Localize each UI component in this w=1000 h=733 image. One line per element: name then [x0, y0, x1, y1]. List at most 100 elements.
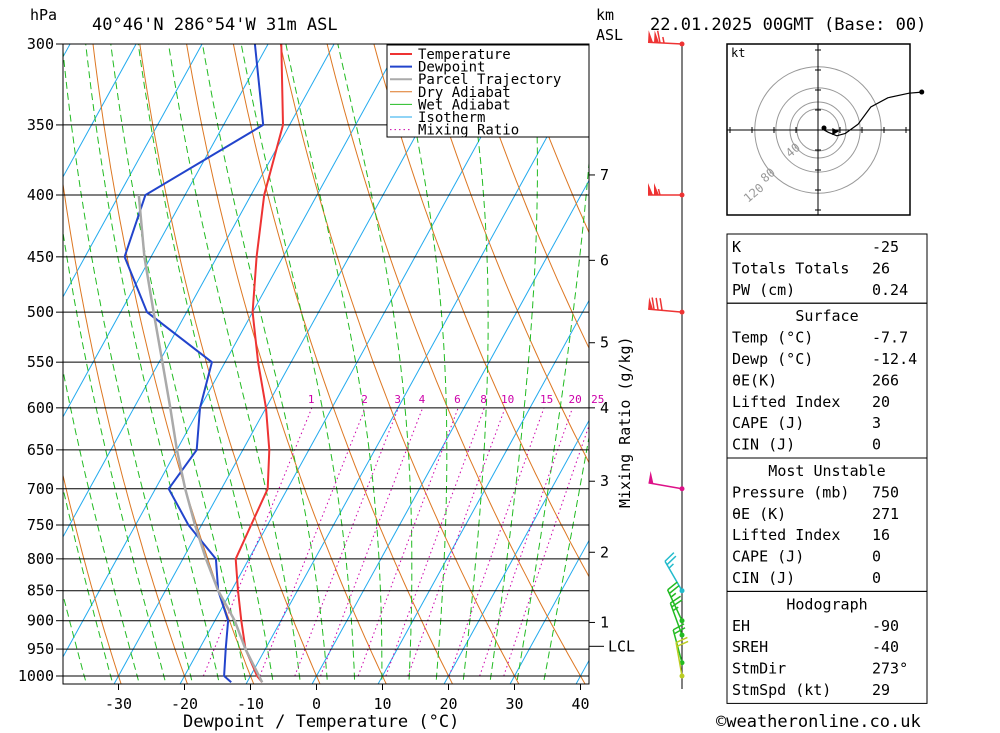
isotherm-line [63, 44, 335, 538]
pressure-tick-label: 400 [27, 186, 54, 204]
mixing-ratio-axis-title: Mixing Ratio (g/kg) [616, 336, 634, 508]
surface-row-value: 20 [872, 393, 890, 411]
mixing-ratio-line [407, 407, 506, 677]
surface-row-value: 0 [872, 436, 881, 454]
height-tick-label: 2 [600, 543, 609, 561]
wet-adiabat-line [167, 44, 301, 684]
wind-barb-full [659, 298, 663, 311]
wet-adiabat-line [240, 44, 356, 684]
wind-barb-full [656, 30, 661, 43]
pressure-tick-label: 450 [27, 248, 54, 266]
dry-adiabat-line [961, 8, 1000, 702]
wind-barb-half [657, 188, 661, 196]
pressure-axis: 300 350 400 450 500 550 600 650 700 750 800 850 900 9… [18, 35, 63, 685]
wind-barb-full [675, 636, 688, 644]
mixing-ratio-label: 20 [569, 393, 582, 406]
most-unstable-row-label: θE (K) [732, 505, 786, 523]
wet-adiabat-line [542, 434, 589, 684]
wet-adiabat-line [63, 592, 87, 684]
dry-adiabat-line [92, 44, 255, 684]
mixing-ratio-line [202, 407, 313, 677]
pressure-tick-label: 300 [27, 35, 54, 53]
pressure-tick-label: 500 [27, 303, 54, 321]
height-tick-label: 1 [600, 613, 609, 631]
surface-row-label: Lifted Index [732, 393, 840, 411]
wind-barb [664, 552, 685, 594]
profiles [123, 44, 285, 684]
hodograph-row-value: -40 [872, 638, 899, 656]
mixing-ratio-label: 1 [308, 393, 315, 406]
pressure-tick-label: 750 [27, 516, 54, 534]
hodograph-row-label: StmSpd (kt) [732, 681, 831, 699]
mixing-ratio-line [320, 407, 424, 677]
pressure-tick-label: 350 [27, 116, 54, 134]
temperature-tick-label: -30 [105, 695, 132, 713]
legend-entry: Dry Adiabat [418, 85, 511, 101]
wet-adiabat-line [516, 156, 589, 684]
surface-title: Surface [795, 307, 858, 325]
asl-unit-label: ASL [596, 26, 623, 44]
wet-adiabat-line [63, 367, 140, 684]
wind-barb-full [651, 297, 655, 310]
mixing-ratio-line [479, 407, 573, 677]
wind-barb-half [668, 563, 674, 569]
wind-barb-pennant [648, 183, 653, 196]
most-unstable-row-label: CAPE (J) [732, 548, 804, 566]
index-value: 26 [872, 259, 890, 277]
wind-barb [648, 471, 685, 492]
most-unstable-row-label: CIN (J) [732, 569, 795, 587]
dry-adiabat-line [63, 180, 188, 684]
hodograph-unit-label: kt [731, 46, 745, 60]
datetime-title: 22.01.2025 00GMT (Base: 00) [650, 15, 926, 35]
wind-barb-full [671, 599, 683, 608]
legend-entry: Temperature [418, 47, 511, 63]
hodograph-row-value: 29 [872, 681, 890, 699]
temperature-tick-label: 40 [571, 695, 589, 713]
indices-panel: K -25 Totals Totals 26 PW (cm) 0.24 Surface Tem… [726, 233, 928, 704]
most-unstable-title: Most Unstable [768, 462, 885, 480]
wet-adiabat-line [63, 486, 114, 684]
surface-row-label: CIN (J) [732, 436, 795, 454]
wind-barb-full [673, 627, 686, 635]
isotherm-line [63, 44, 203, 298]
most-unstable-row-value: 271 [872, 505, 899, 523]
temperature-tick-label: 0 [312, 695, 321, 713]
pressure-tick-label: 1000 [18, 667, 54, 685]
hodograph-row-label: EH [732, 617, 750, 635]
temperature-tick-label: -10 [237, 695, 264, 713]
isobars [63, 43, 589, 677]
legend-entry: Dewpoint [418, 60, 485, 76]
most-unstable-row-value: 750 [872, 483, 899, 501]
wind-barb-full [655, 297, 659, 311]
pressure-tick-label: 950 [27, 640, 54, 658]
hpa-unit-label: hPa [30, 6, 57, 24]
plot-frame [62, 43, 590, 685]
hodograph-box [726, 590, 928, 704]
wind-barb-full [667, 581, 678, 591]
mixing-ratio-label: 25 [591, 393, 604, 406]
mixing-ratio-label: 15 [540, 393, 553, 406]
surface-row-label: θE(K) [732, 371, 777, 389]
legend-entry: Wet Adiabat [418, 97, 511, 113]
storm-motion-marker [832, 128, 840, 136]
height-tick-label: 3 [600, 472, 609, 490]
legend-box [386, 44, 590, 138]
temperature-line [234, 44, 285, 683]
pressure-tick-label: 900 [27, 612, 54, 630]
wind-barb-half [670, 592, 677, 598]
index-value: -25 [872, 238, 899, 256]
pressure-tick-label: 650 [27, 441, 54, 459]
wind-profile [648, 30, 689, 689]
temperature-tick-label: 30 [505, 695, 523, 713]
legend-entry: Parcel Trajectory [418, 72, 561, 88]
surface-row-value: 266 [872, 371, 899, 389]
dry-adiabat-line [466, 44, 589, 350]
legend-entry: Isotherm [418, 110, 485, 126]
mixing-ratio-line [448, 407, 545, 677]
wet-adiabat-line [489, 44, 538, 684]
background-lines [63, 8, 1000, 702]
dry-adiabat-line [139, 44, 321, 684]
height-tick-label: 4 [600, 399, 609, 417]
